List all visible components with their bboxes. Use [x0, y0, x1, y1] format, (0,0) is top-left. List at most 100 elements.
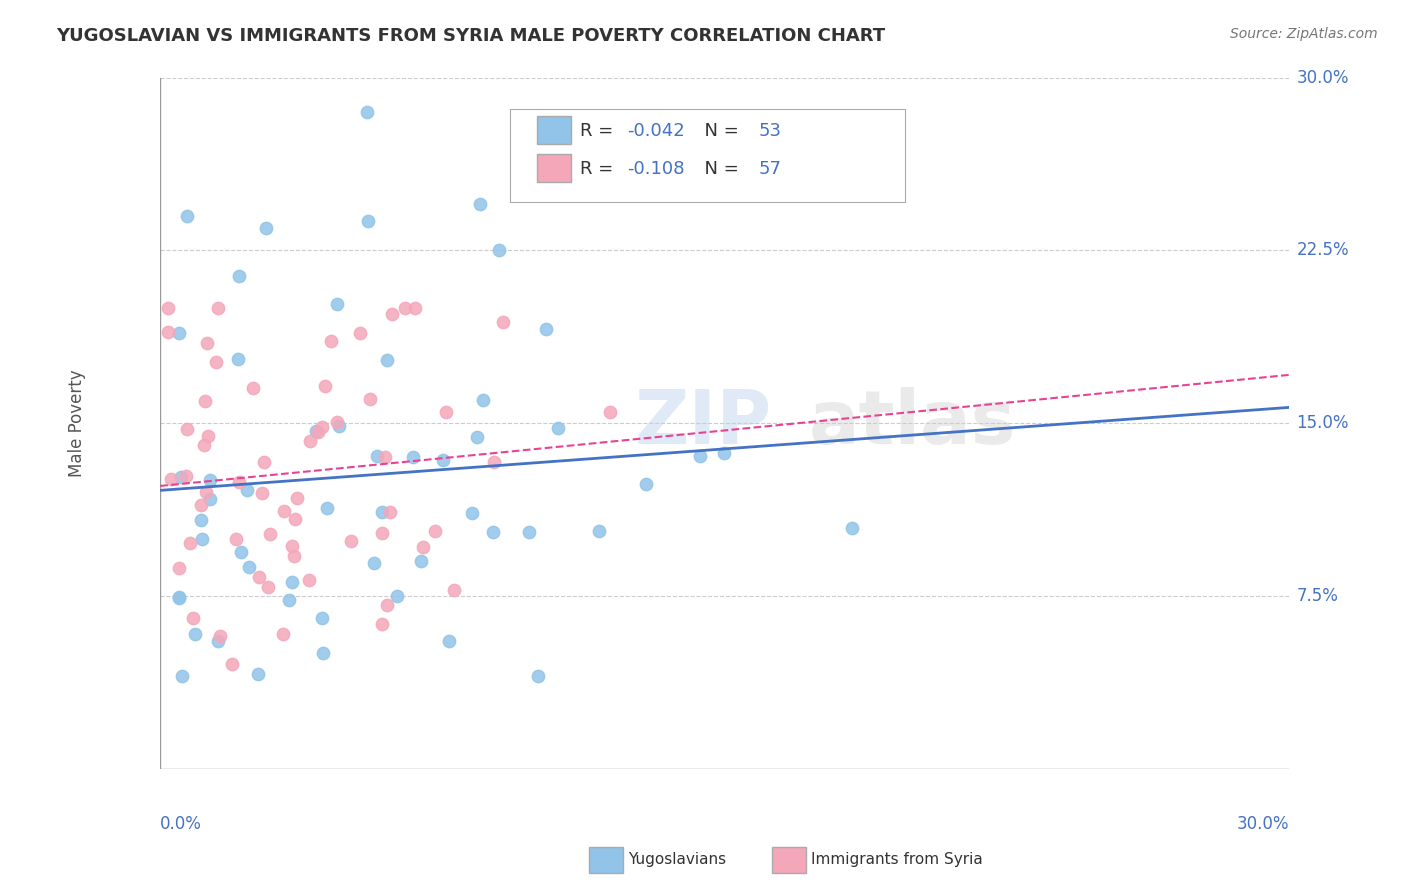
Point: [394, 301, 416, 315]
Point: [181, 610, 204, 624]
Point: [387, 589, 409, 603]
Point: [356, 213, 378, 227]
Point: [254, 221, 277, 235]
Point: [402, 450, 425, 465]
Point: [285, 491, 308, 505]
Point: [193, 438, 215, 452]
Point: [170, 470, 193, 484]
Point: [326, 415, 349, 429]
Text: R =: R =: [581, 121, 619, 140]
Point: [375, 352, 398, 367]
Point: [284, 512, 307, 526]
Point: [356, 105, 378, 120]
Point: [190, 513, 212, 527]
Point: [375, 598, 398, 612]
Point: [225, 532, 247, 546]
Point: [471, 392, 494, 407]
Point: [374, 450, 396, 464]
Text: 0.0%: 0.0%: [160, 814, 202, 833]
Text: N =: N =: [693, 161, 744, 178]
Point: [488, 244, 510, 258]
Point: [277, 593, 299, 607]
Point: [412, 541, 434, 555]
Point: [156, 325, 179, 339]
Text: N =: N =: [693, 121, 744, 140]
Point: [167, 590, 190, 604]
Text: 53: 53: [758, 121, 782, 140]
Text: 30.0%: 30.0%: [1296, 69, 1348, 87]
Text: Immigrants from Syria: Immigrants from Syria: [811, 853, 983, 867]
Point: [207, 301, 229, 315]
Point: [713, 446, 735, 460]
Text: Source: ZipAtlas.com: Source: ZipAtlas.com: [1230, 27, 1378, 41]
Point: [250, 486, 273, 500]
Point: [198, 473, 221, 487]
FancyBboxPatch shape: [510, 109, 905, 202]
Point: [315, 501, 337, 516]
Text: 15.0%: 15.0%: [1296, 414, 1348, 432]
Point: [434, 405, 457, 419]
Point: [228, 475, 250, 489]
Point: [195, 484, 218, 499]
Point: [588, 524, 610, 538]
Point: [363, 557, 385, 571]
Point: [259, 527, 281, 541]
Text: -0.042: -0.042: [627, 121, 685, 140]
Text: YUGOSLAVIAN VS IMMIGRANTS FROM SYRIA MALE POVERTY CORRELATION CHART: YUGOSLAVIAN VS IMMIGRANTS FROM SYRIA MAL…: [56, 27, 886, 45]
Point: [482, 524, 505, 539]
FancyBboxPatch shape: [537, 154, 571, 182]
Text: Male Poverty: Male Poverty: [69, 369, 86, 477]
Point: [242, 381, 264, 395]
Text: 57: 57: [758, 161, 782, 178]
Point: [179, 536, 201, 550]
Point: [209, 629, 232, 643]
Point: [468, 197, 491, 211]
Point: [226, 352, 249, 367]
Point: [841, 521, 863, 535]
Point: [238, 560, 260, 574]
Point: [547, 421, 569, 435]
Text: R =: R =: [581, 161, 619, 178]
Text: atlas: atlas: [810, 386, 1017, 459]
Point: [159, 472, 181, 486]
Point: [370, 526, 392, 541]
Point: [205, 354, 228, 368]
Point: [371, 505, 394, 519]
Point: [280, 539, 302, 553]
Point: [349, 326, 371, 340]
Point: [527, 669, 550, 683]
Point: [299, 434, 322, 448]
Point: [253, 454, 276, 468]
Point: [271, 627, 294, 641]
Text: ZIP: ZIP: [634, 386, 772, 459]
Point: [437, 633, 460, 648]
Point: [432, 453, 454, 467]
Point: [246, 666, 269, 681]
Text: Yugoslavians: Yugoslavians: [628, 853, 727, 867]
Point: [283, 549, 305, 563]
Point: [176, 209, 198, 223]
Point: [411, 554, 433, 568]
Point: [156, 301, 179, 315]
Text: 30.0%: 30.0%: [1236, 814, 1289, 833]
Point: [484, 455, 506, 469]
Point: [689, 449, 711, 463]
Point: [194, 393, 217, 408]
Point: [184, 627, 207, 641]
Point: [404, 301, 426, 315]
Point: [492, 316, 515, 330]
Point: [321, 334, 343, 348]
Point: [443, 582, 465, 597]
Point: [461, 506, 484, 520]
Point: [221, 657, 243, 672]
Point: [599, 405, 621, 419]
Point: [311, 420, 333, 434]
Text: 7.5%: 7.5%: [1296, 587, 1339, 605]
Point: [308, 425, 330, 439]
Point: [200, 491, 222, 506]
Point: [197, 429, 219, 443]
Point: [519, 524, 541, 539]
Point: [281, 575, 304, 590]
Point: [311, 646, 333, 660]
Point: [378, 505, 401, 519]
